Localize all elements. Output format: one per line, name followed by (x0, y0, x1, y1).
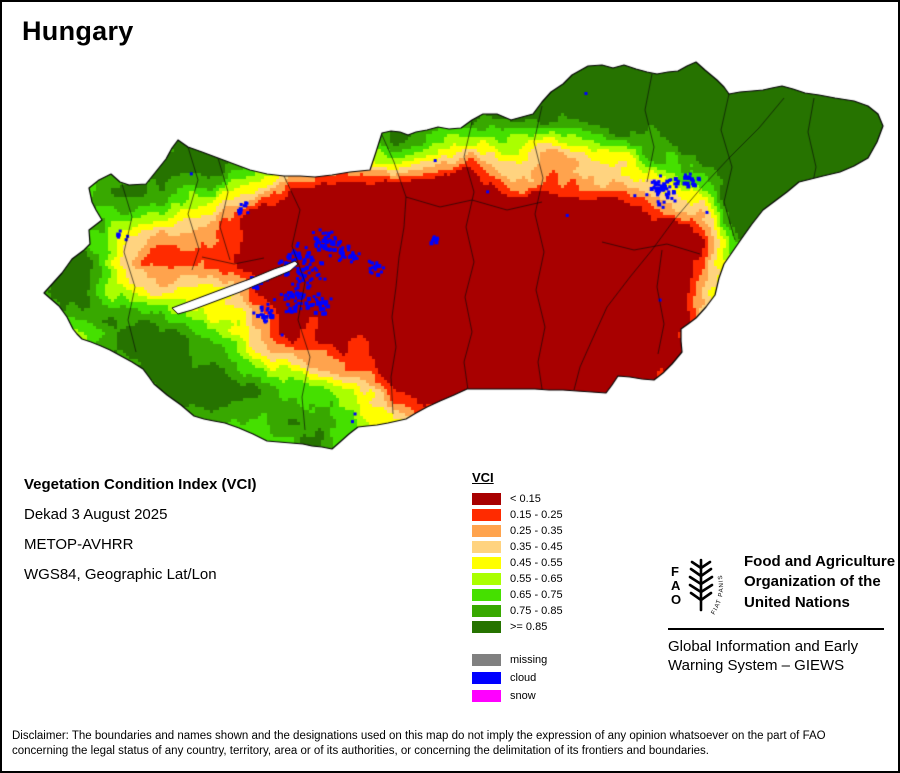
legend-row: 0.15 - 0.25 (472, 507, 563, 523)
legend-swatch (472, 672, 501, 684)
hungary-vci-raster-map (2, 2, 898, 472)
legend-label: 0.35 - 0.45 (510, 541, 563, 553)
fiat-panis-motto: FIAT PANIS (710, 574, 725, 616)
legend-label: 0.25 - 0.35 (510, 525, 563, 537)
product-name: Vegetation Condition Index (VCI) (24, 476, 257, 493)
legend-row: 0.25 - 0.35 (472, 523, 563, 539)
legend-row: >= 0.85 (472, 619, 563, 635)
legend-label: < 0.15 (510, 493, 541, 505)
legend-swatch (472, 493, 501, 505)
dekad-line: Dekad 3 August 2025 (24, 506, 168, 523)
legend-swatch (472, 589, 501, 601)
legend-extra-group: missing cloud snow (472, 651, 563, 705)
legend-label: >= 0.85 (510, 621, 548, 633)
legend-row: 0.55 - 0.65 (472, 571, 563, 587)
legend-swatch (472, 690, 501, 702)
legend-swatch (472, 573, 501, 585)
giews-label: Global Information and Early Warning Sys… (668, 638, 859, 674)
fao-letter-o: O (671, 592, 681, 607)
legend-row: < 0.15 (472, 491, 563, 507)
page-title: Hungary (22, 16, 134, 46)
legend-label: 0.45 - 0.55 (510, 557, 563, 569)
fao-letter-f: F (671, 564, 679, 579)
legend-label: 0.65 - 0.75 (510, 589, 563, 601)
legend-label: 0.15 - 0.25 (510, 509, 563, 521)
legend-row: 0.35 - 0.45 (472, 539, 563, 555)
legend-row: 0.45 - 0.55 (472, 555, 563, 571)
disclaimer-text: Disclaimer: The boundaries and names sho… (12, 730, 826, 758)
fao-organization-name: Food and Agriculture Organization of the… (744, 553, 896, 611)
fao-logo: F A O FIAT PANIS (671, 558, 725, 616)
legend-swatch (472, 654, 501, 666)
fao-letter-a: A (671, 578, 681, 593)
map-info-block: Vegetation Condition Index (VCI) Dekad 3… (24, 476, 257, 596)
legend-label: 0.75 - 0.85 (510, 605, 563, 617)
projection-line: WGS84, Geographic Lat/Lon (24, 566, 217, 583)
legend-row: missing (472, 651, 563, 669)
legend-label: missing (510, 654, 548, 666)
legend-swatch (472, 621, 501, 633)
legend-swatch (472, 541, 501, 553)
legend-swatch (472, 557, 501, 569)
legend-row: cloud (472, 669, 563, 687)
legend-label: cloud (510, 672, 537, 684)
legend-row: snow (472, 687, 563, 705)
legend-swatch (472, 605, 501, 617)
legend-label: snow (510, 690, 536, 702)
fao-block: F A O FIAT PANIS Food and Agriculture Or… (668, 552, 898, 620)
legend-swatch (472, 509, 501, 521)
legend-row: 0.75 - 0.85 (472, 603, 563, 619)
footer-divider (668, 628, 884, 630)
legend-title: VCI (472, 470, 494, 485)
legend-swatch (472, 525, 501, 537)
sensor-line: METOP-AVHRR (24, 536, 134, 553)
vci-legend: VCI < 0.15 0.15 - 0.25 0.25 - 0.35 0.35 … (472, 470, 563, 705)
legend-row: 0.65 - 0.75 (472, 587, 563, 603)
wheat-ear-icon (688, 558, 714, 612)
legend-label: 0.55 - 0.65 (510, 573, 563, 585)
